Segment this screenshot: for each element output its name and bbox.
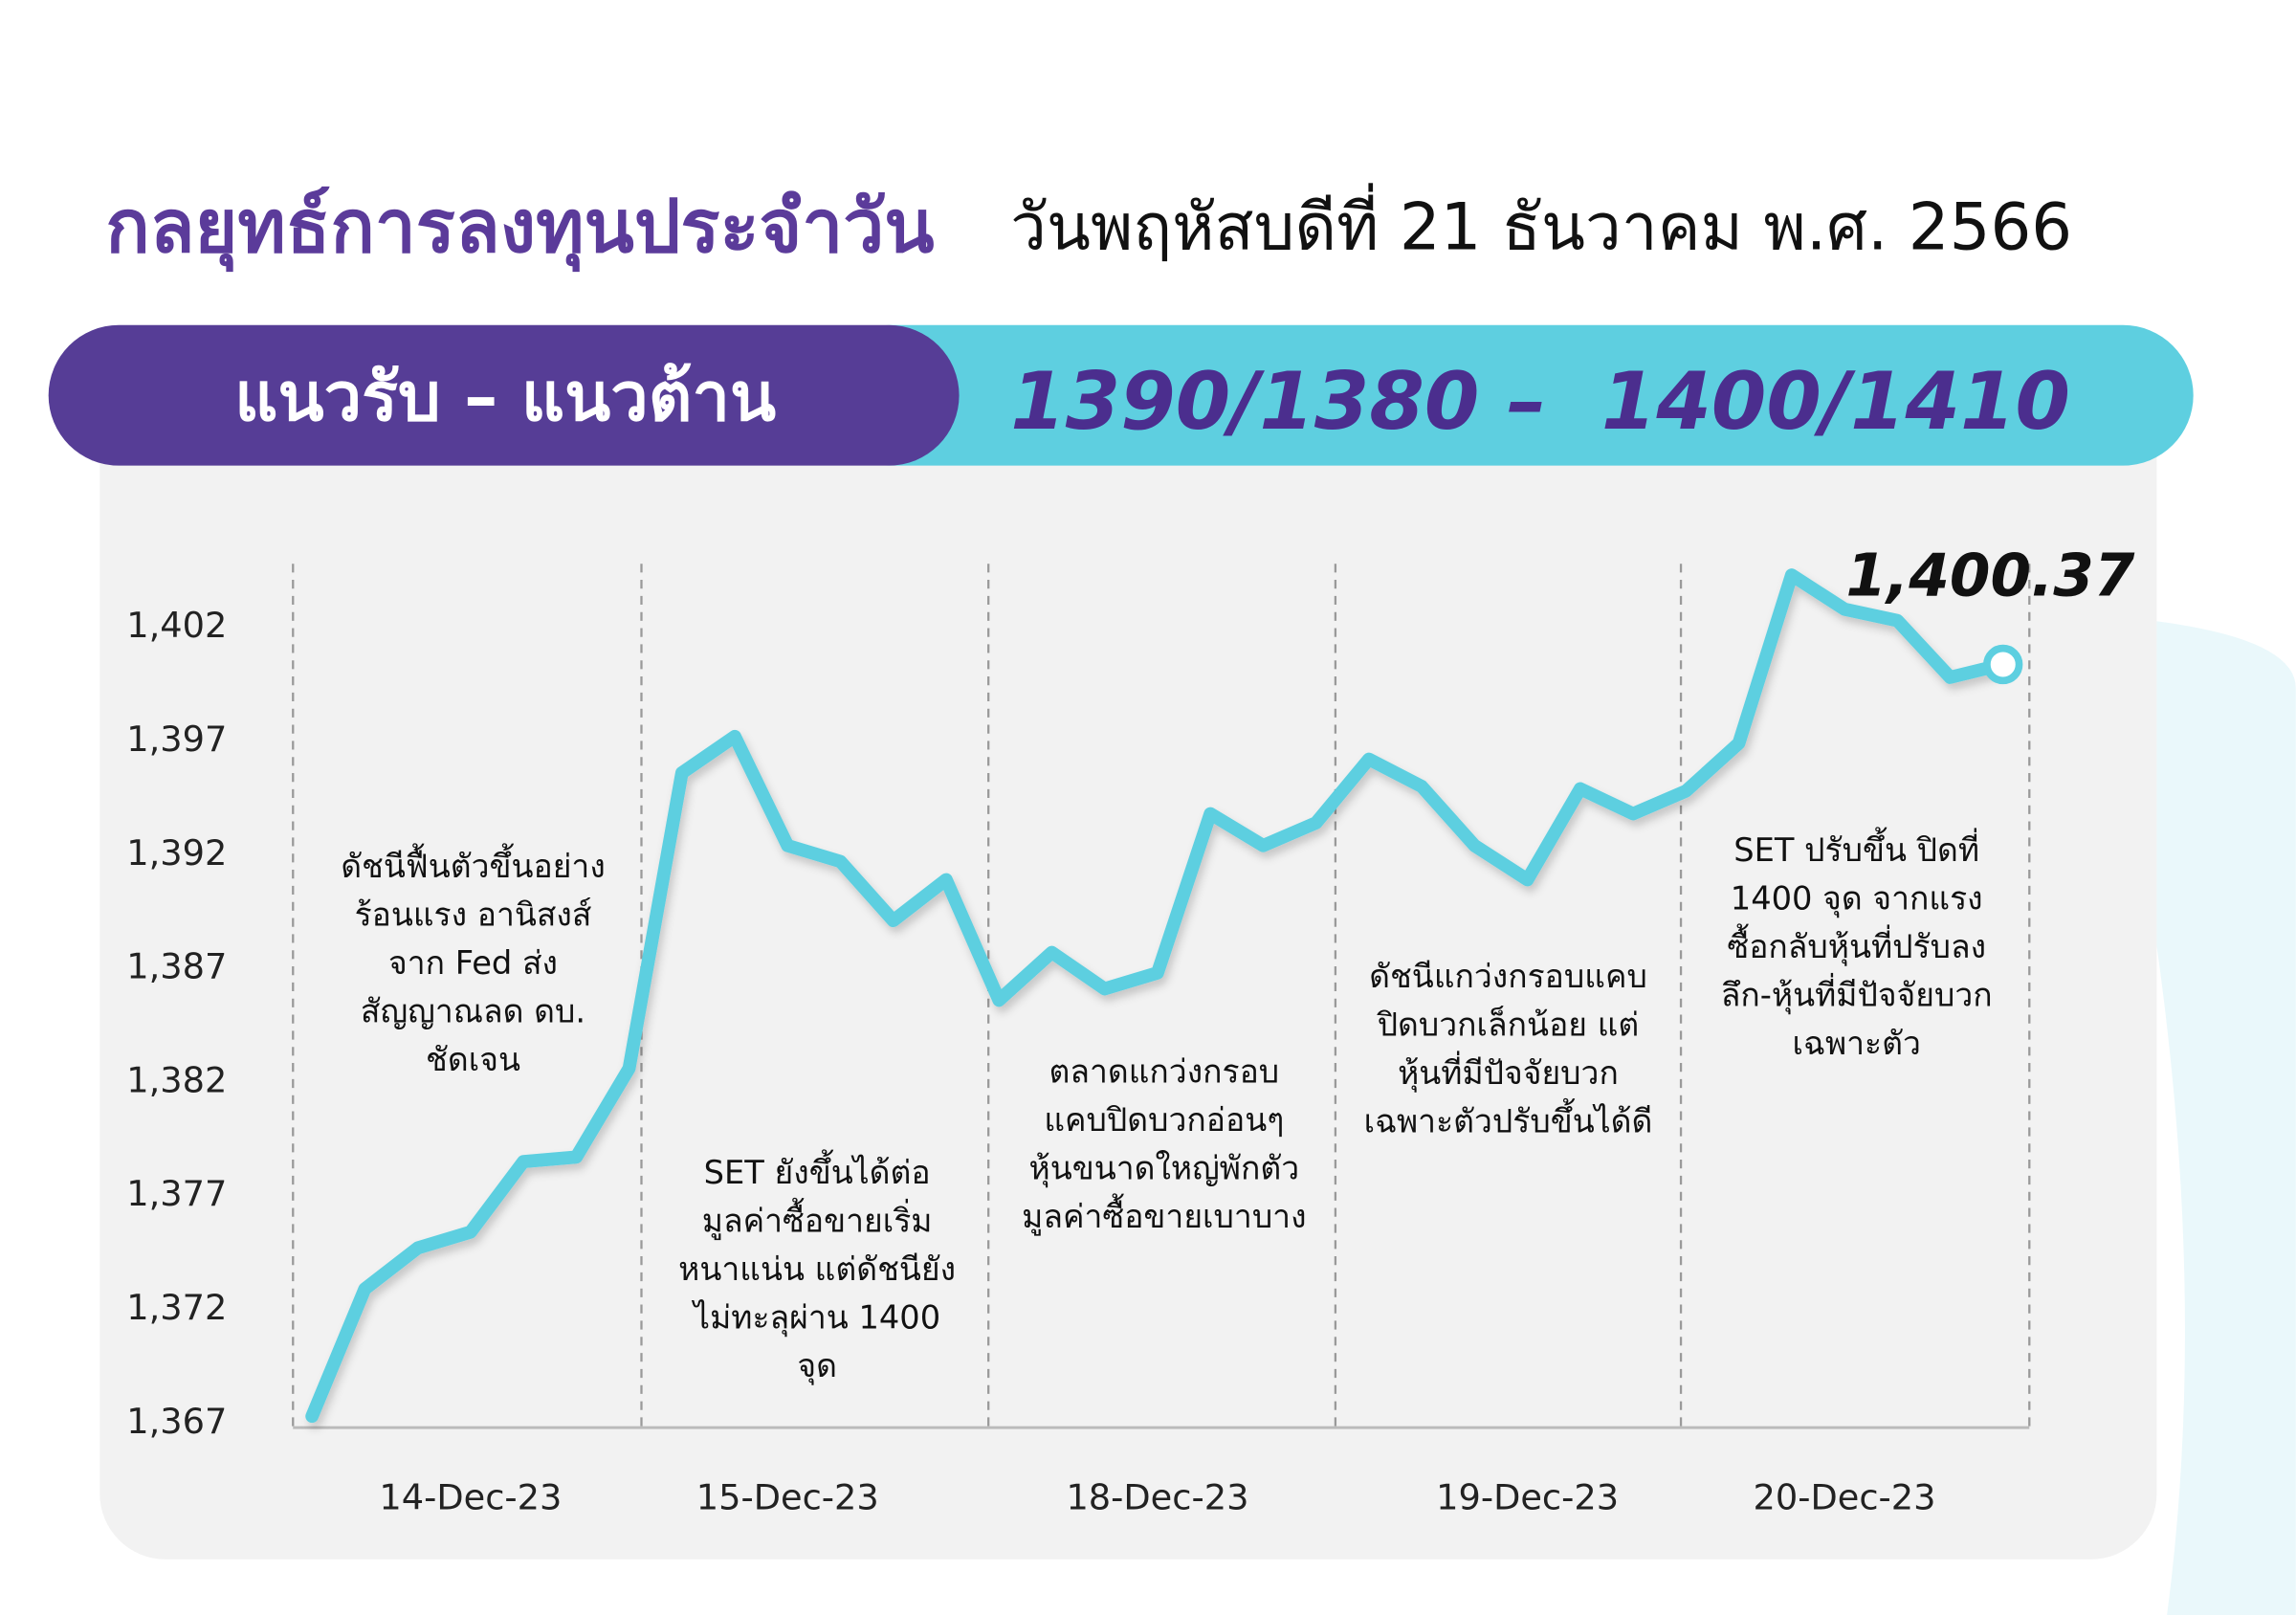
end-marker [1983, 644, 2023, 685]
annotation: ลึก-หุ้นที่มีปัจจัยบวก [1721, 973, 1993, 1015]
subtitle: วันพฤหัสบดีที่ 21 ธันวาคม พ.ศ. 2566 [1010, 182, 2072, 264]
annotation: ซื้อกลับหุ้นที่ปรับลง [1727, 923, 1986, 966]
annotation: ตลาดแกว่งกรอบ [1049, 1052, 1279, 1090]
annotation: เฉพาะตัว [1793, 1025, 1921, 1062]
chart-panel [99, 365, 2157, 1560]
x-tick-label: 20-Dec-23 [1754, 1477, 1936, 1518]
value-label: 1,400.37 [1845, 542, 2134, 609]
annotation: ไม่ทะลุผ่าน 1400 [691, 1298, 940, 1337]
annotation: จาก Fed ส่ง [388, 944, 558, 982]
annotation: ปิดบวกเล็กน้อย แต่ [1377, 1005, 1639, 1043]
x-tick-label: 14-Dec-23 [379, 1477, 562, 1518]
title: กลยุทธ์การลงทุนประจำวัน [105, 185, 934, 273]
annotation: SET ยังขึ้นได้ต่อ [704, 1149, 931, 1191]
y-tick-label: 1,382 [126, 1059, 227, 1100]
y-tick-label: 1,387 [126, 946, 227, 987]
annotation: ชัดเจน [426, 1041, 520, 1078]
annotation: หุ้นที่มีปัจจัยบวก [1398, 1051, 1619, 1093]
annotation: SET ปรับขึ้น ปิดที่ [1733, 827, 1979, 869]
y-tick-label: 1,392 [126, 832, 227, 874]
x-tick-label: 15-Dec-23 [696, 1477, 879, 1518]
banner-right [820, 324, 2194, 466]
annotation: หุ้นขนาดใหญ่พักตัว [1029, 1149, 1300, 1187]
y-tick-label: 1,397 [126, 719, 227, 760]
banner-left [48, 324, 960, 466]
annotation: เฉพาะตัวปรับขึ้นได้ดี [1364, 1097, 1653, 1139]
background-decoration [2093, 614, 2296, 1615]
annotation: 1400 จุด จากแรง [1731, 880, 1983, 918]
y-tick-label: 1,367 [126, 1401, 227, 1442]
y-tick-label: 1,372 [126, 1287, 227, 1328]
annotation: ดัชนีฟื้นตัวขึ้นอย่าง [341, 843, 606, 885]
annotation: มูลค่าซื้อขายเริ่ม [702, 1197, 933, 1240]
x-tick-label: 19-Dec-23 [1436, 1477, 1619, 1518]
annotation: ร้อนแรง อานิสงส์ [355, 896, 592, 934]
banner-value: 1390/1380 – 1400/1410 [1010, 356, 2070, 448]
annotation: สัญญาณลด ดบ. [361, 993, 585, 1030]
annotation: ดัชนีแกว่งกรอบแคบ [1369, 958, 1647, 995]
line [305, 568, 2010, 1424]
banner-label: แนวรับ – แนวต้าน [234, 358, 776, 436]
y-tick-label: 1,377 [126, 1173, 227, 1214]
y-tick-label: 1,402 [126, 605, 227, 646]
annotation: หนาแน่น แต่ดัชนียัง [678, 1250, 956, 1288]
annotation: มูลค่าซื้อขายเบาบาง [1022, 1193, 1306, 1236]
annotation: แคบปิดบวกอ่อนๆ [1044, 1101, 1284, 1139]
x-tick-label: 18-Dec-23 [1066, 1477, 1248, 1518]
annotation: จุด [797, 1347, 837, 1385]
